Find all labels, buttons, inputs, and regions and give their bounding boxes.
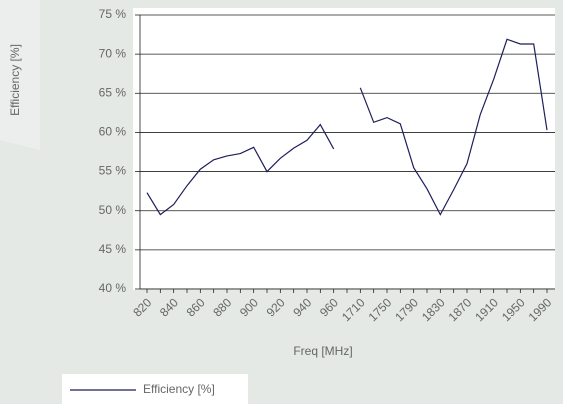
legend-label: Efficiency [%] xyxy=(143,382,215,396)
y-tick-label: 55 % xyxy=(99,164,127,178)
side-panel xyxy=(0,0,40,150)
y-tick-label: 60 % xyxy=(99,125,127,139)
data-line xyxy=(146,38,548,216)
y-tick-label: 70 % xyxy=(99,46,127,60)
plot-area xyxy=(133,8,555,290)
y-tick-label: 40 % xyxy=(99,281,127,295)
y-tick-label: 65 % xyxy=(99,85,127,99)
y-tick-label: 45 % xyxy=(99,242,127,256)
y-axis-label: Efficiency [%] xyxy=(8,44,22,116)
y-tick-label: 50 % xyxy=(99,203,127,217)
x-axis-label: Freq [MHz] xyxy=(293,344,352,358)
legend xyxy=(62,374,248,404)
y-tick-label: 75 % xyxy=(99,7,127,21)
